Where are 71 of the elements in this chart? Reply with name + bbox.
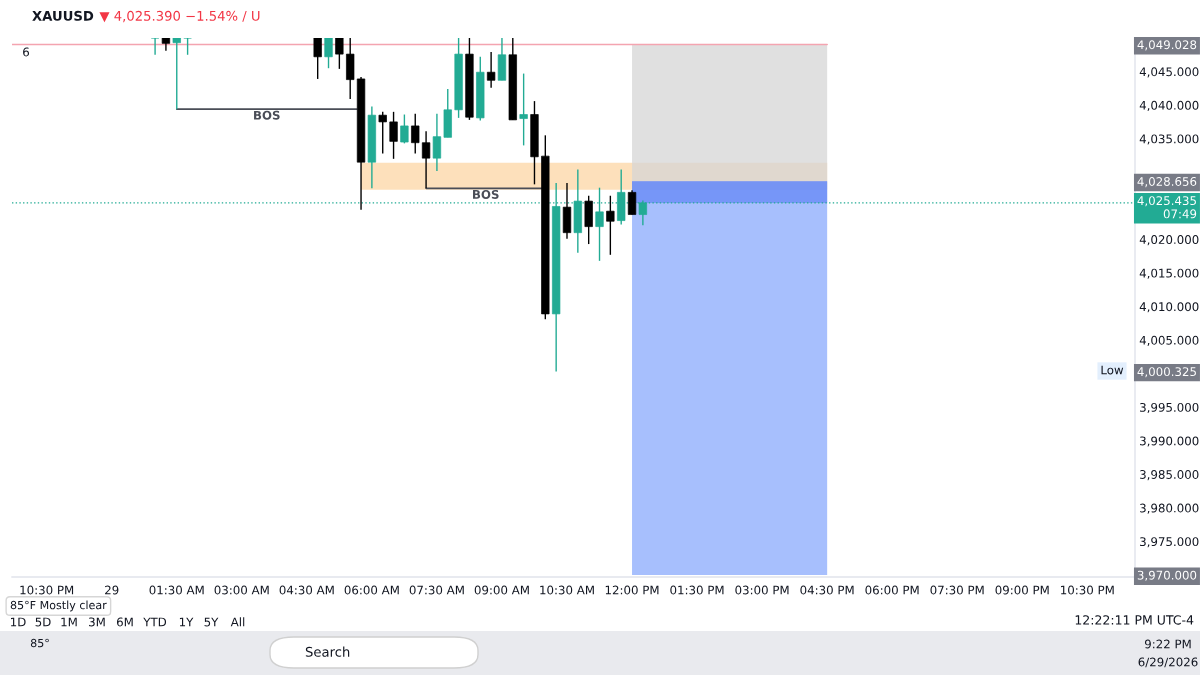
y2-tick-label: 4,049.028 bbox=[1137, 40, 1197, 51]
candlestick bbox=[421, 130, 431, 190]
text: 6/29/2026 bbox=[1138, 657, 1198, 668]
y2-tick-label: 4,028.656 bbox=[1137, 176, 1197, 188]
x-tick-label: 03:00 PM bbox=[735, 585, 789, 595]
x-tick-label: 07:30 AM bbox=[409, 585, 464, 595]
x-tick-label: 07:30 PM bbox=[930, 585, 984, 595]
text: 1M bbox=[61, 617, 77, 627]
candlestick bbox=[150, 38, 160, 56]
y-tick-label: 3,975.000 bbox=[1140, 537, 1199, 548]
y-tick-label: 3,990.000 bbox=[1140, 436, 1199, 447]
candlestick bbox=[638, 199, 648, 226]
text: 85°F Mostly clear bbox=[10, 600, 107, 612]
x-tick-label: 04:30 AM bbox=[279, 585, 334, 595]
x-tick-label: 09:00 PM bbox=[995, 585, 1049, 595]
text: 85° bbox=[30, 638, 49, 648]
ref-line-label: 4,025.435 07:49 bbox=[1137, 196, 1197, 219]
annotation: Low bbox=[1101, 365, 1124, 375]
x-tick-label: 10:30 PM bbox=[20, 585, 74, 595]
x-tick-label: 09:00 AM bbox=[474, 585, 529, 595]
y-tick-label: 3,985.000 bbox=[1140, 470, 1199, 481]
y-tick-label: 4,005.000 bbox=[1139, 335, 1199, 346]
x-tick-label: 04:30 PM bbox=[800, 585, 854, 595]
x-tick-label: 03:00 AM bbox=[214, 585, 269, 595]
text: All bbox=[230, 617, 245, 627]
annotation: 6 bbox=[23, 47, 30, 57]
text: 5D bbox=[35, 617, 51, 627]
y2-tick-label: 3,970.000 bbox=[1137, 570, 1197, 581]
y2-tick-label: 4,000.325 bbox=[1137, 367, 1196, 378]
y-tick-label: 3,995.000 bbox=[1140, 402, 1199, 414]
y-tick-label: 3,980.000 bbox=[1140, 503, 1199, 514]
y-tick-label: 4,010.000 bbox=[1139, 302, 1199, 313]
candlestick bbox=[313, 38, 322, 80]
text: 1Y bbox=[179, 617, 194, 627]
text: 5Y bbox=[204, 617, 219, 627]
candlestick bbox=[519, 72, 528, 147]
candlestick bbox=[627, 189, 637, 216]
candlestick bbox=[400, 113, 409, 145]
text: 12:22:11 PM UTC-4 bbox=[1075, 615, 1194, 625]
text: 1D bbox=[11, 617, 26, 627]
x-tick-label: 10:30 AM bbox=[540, 585, 594, 595]
candlestick bbox=[432, 113, 442, 172]
y-tick-label: 4,040.000 bbox=[1139, 100, 1199, 111]
x-tick-label: 10:30 PM bbox=[1061, 585, 1114, 595]
text: 9:22 PM bbox=[1144, 639, 1191, 649]
x-tick-label: 01:30 AM bbox=[149, 585, 204, 595]
candlestick bbox=[606, 195, 615, 256]
x-tick-label: 06:00 PM bbox=[865, 585, 919, 595]
x-tick-label: 06:00 AM bbox=[344, 585, 399, 595]
candlestick bbox=[486, 51, 496, 89]
text: YTD bbox=[143, 617, 167, 627]
y-tick-label: 4,015.000 bbox=[1139, 268, 1199, 279]
candlestick bbox=[411, 113, 420, 155]
candlestick bbox=[378, 111, 387, 155]
y-tick-label: 4,035.000 bbox=[1139, 134, 1199, 145]
candlestick bbox=[335, 38, 344, 70]
text: Search bbox=[305, 646, 350, 657]
candlestick bbox=[172, 38, 181, 110]
x-tick-label: 29 bbox=[105, 585, 119, 595]
chart-subtitle: ▼ 4,025.390 −1.54% / U bbox=[99, 10, 260, 23]
text: 6M bbox=[116, 617, 133, 627]
x-tick-label: 12:00 PM bbox=[605, 585, 659, 595]
candlestick bbox=[389, 111, 398, 160]
y-tick-label: 4,020.000 bbox=[1139, 235, 1199, 246]
series-label: BOS bbox=[473, 189, 499, 199]
candlestick bbox=[324, 38, 333, 69]
y-tick-label: 4,045.000 bbox=[1139, 67, 1199, 78]
series-label: BOS bbox=[254, 110, 280, 120]
chart-title: XAUUSD bbox=[32, 10, 94, 21]
x-tick-label: 01:30 PM bbox=[670, 585, 724, 595]
text: 3M bbox=[89, 617, 105, 627]
